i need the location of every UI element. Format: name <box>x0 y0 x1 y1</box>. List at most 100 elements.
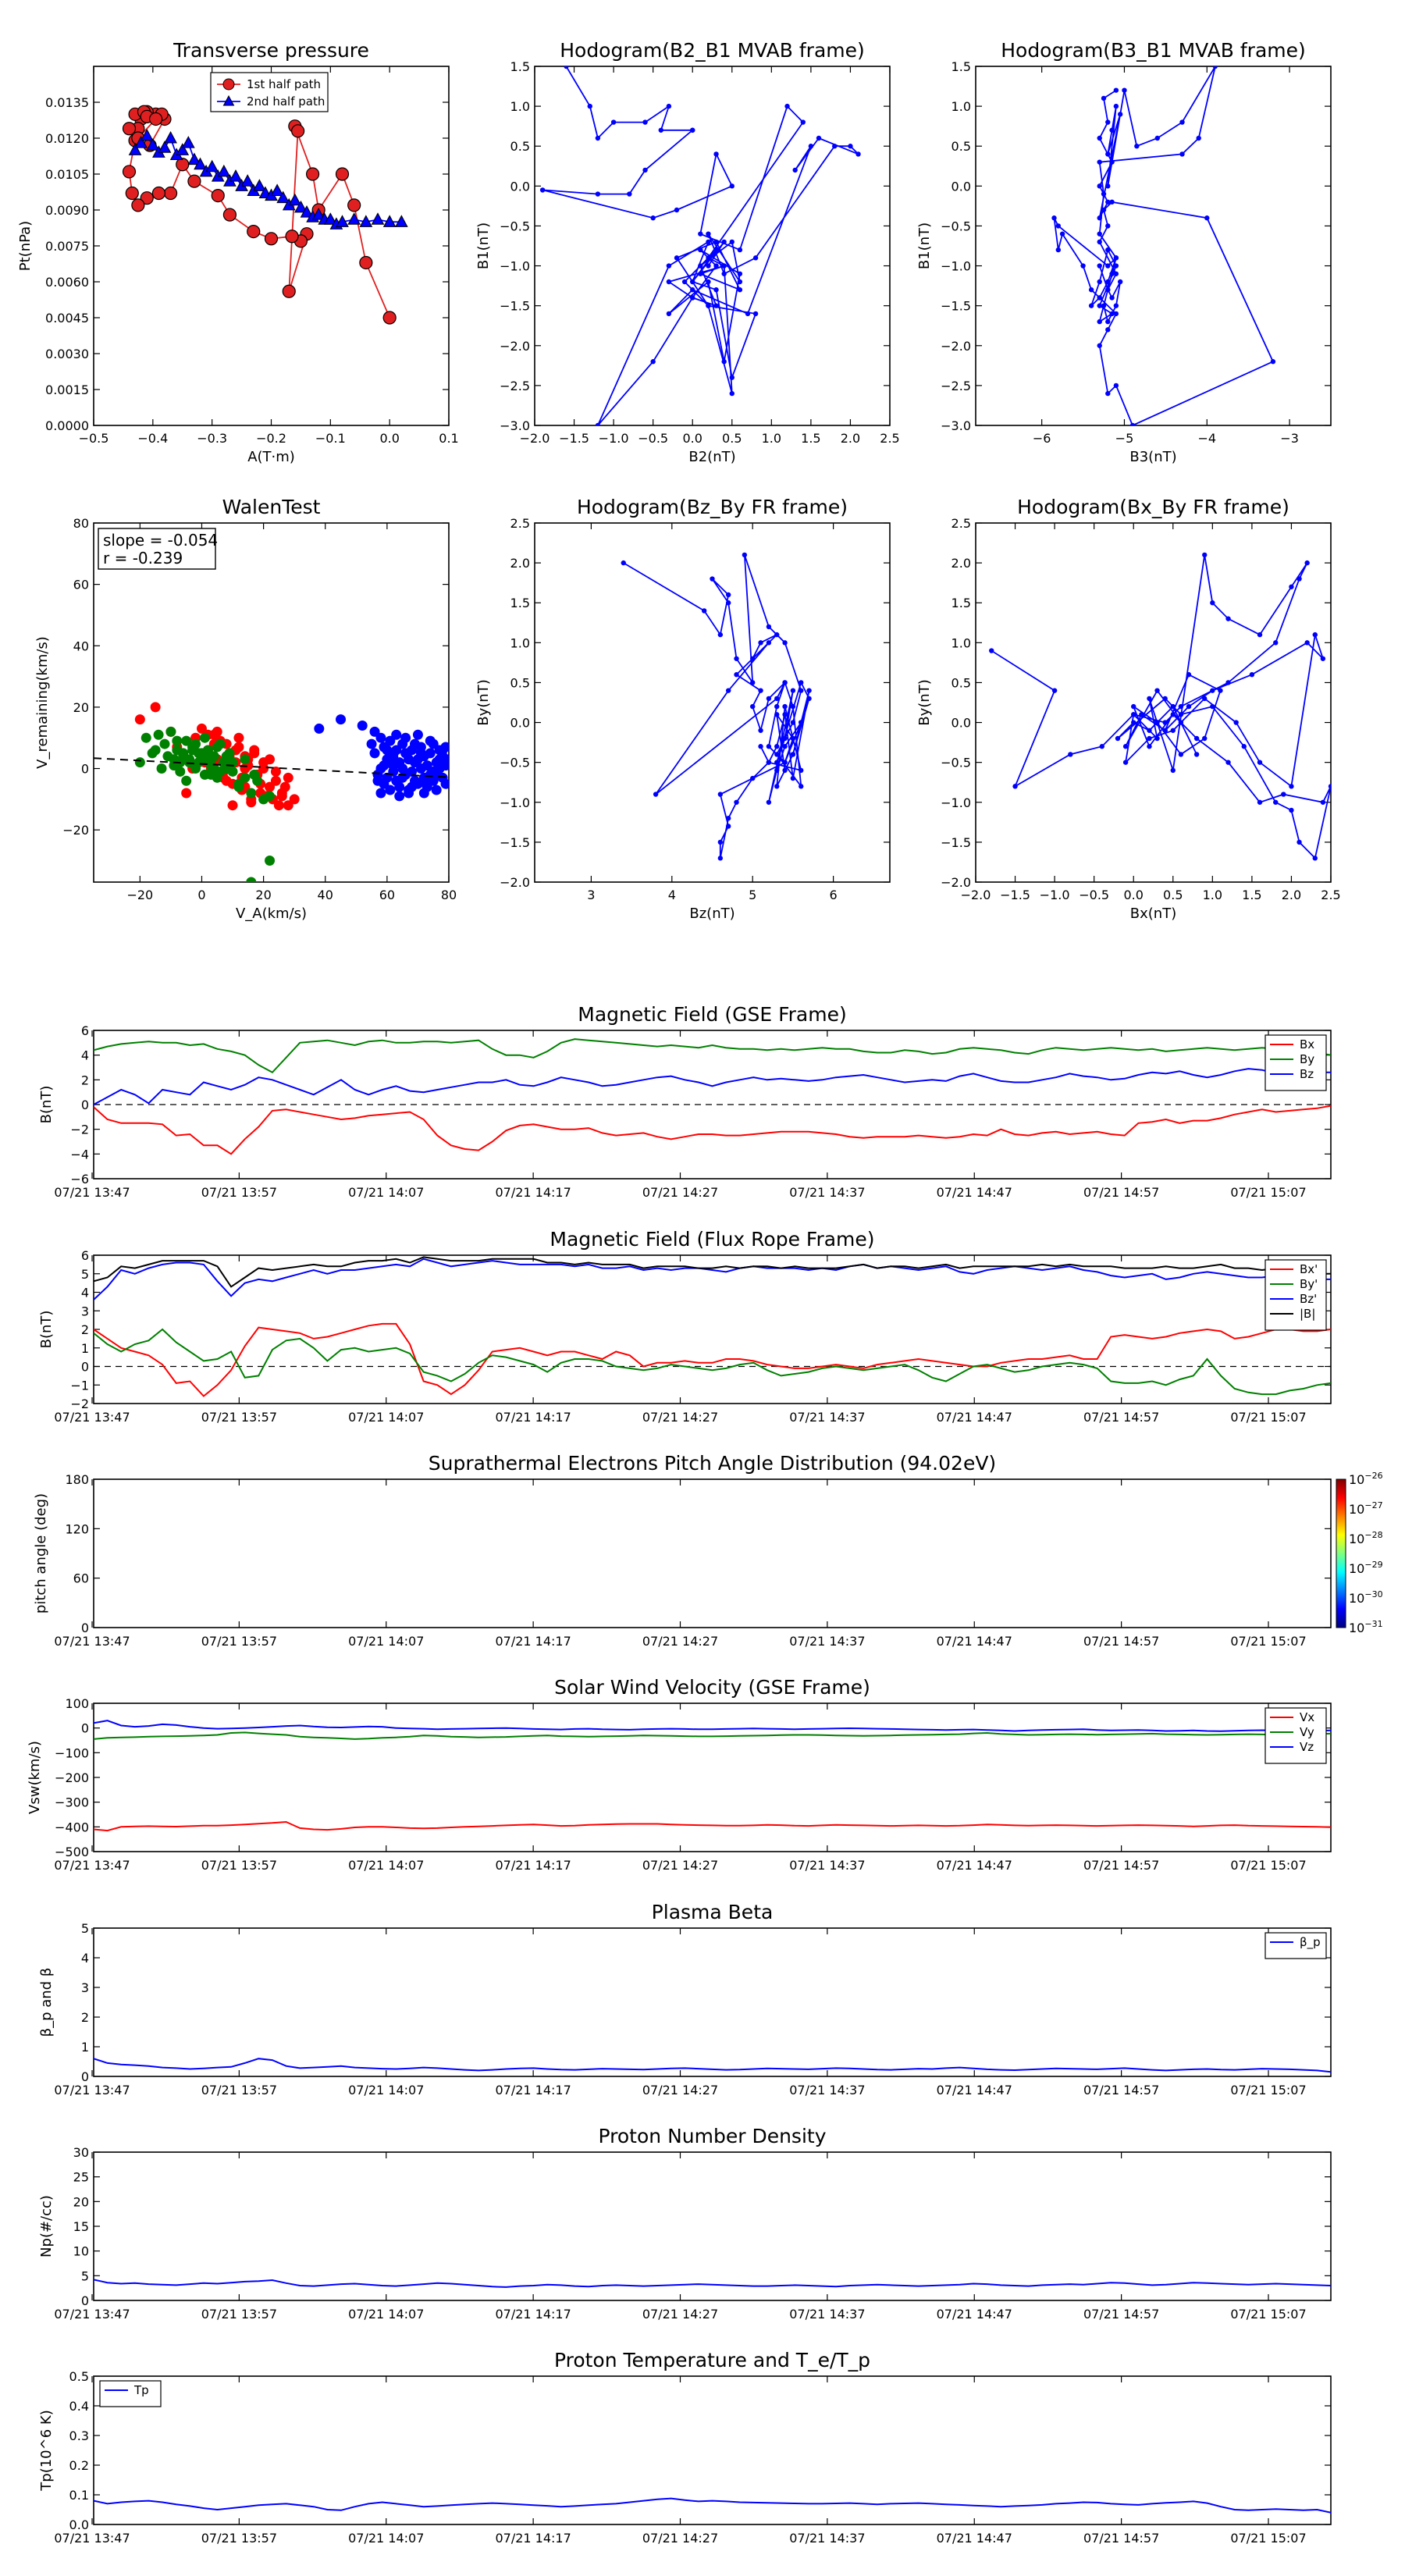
data-point <box>1113 263 1119 269</box>
plot-area <box>94 702 449 882</box>
scatter-point <box>178 748 189 759</box>
x-axis-label: A(T·m) <box>247 449 295 465</box>
scatter-point <box>258 757 269 768</box>
y-tick-label: −20 <box>62 823 89 838</box>
data-point <box>1113 255 1119 261</box>
time-tick-label: 07/21 13:57 <box>201 2307 277 2322</box>
data-point <box>211 189 225 203</box>
scatter-point <box>283 800 293 811</box>
data-point <box>122 165 137 179</box>
data-point <box>1328 784 1331 789</box>
scatter-point <box>366 738 377 749</box>
scatter-point <box>279 781 290 792</box>
panel-hodo_bx_by: Hodogram(Bx_By FR frame) −2.0 −1.5 −1.0 −0.5… <box>916 496 1341 922</box>
time-tick-label: 07/21 14:47 <box>937 1858 1012 1873</box>
y-tick-label: 0.5 <box>69 2369 89 2384</box>
scatter-point <box>440 778 449 789</box>
data-point <box>734 672 739 678</box>
data-point <box>1105 151 1111 157</box>
y-tick-label: 1.0 <box>951 99 971 114</box>
y-tick-label: 3 <box>81 1980 89 1995</box>
data-point <box>1281 792 1286 797</box>
y-tick-label: 2 <box>81 1073 89 1087</box>
scatter-point <box>150 745 161 756</box>
scatter-point <box>212 742 222 753</box>
scatter-point <box>240 772 251 783</box>
colorbar-tick-base: 10 <box>1349 1502 1364 1517</box>
time-tick-label: 07/21 14:57 <box>1083 1410 1159 1425</box>
scatter-point <box>265 791 276 802</box>
data-point <box>1212 66 1218 69</box>
y-tick-label: −3.0 <box>941 418 971 433</box>
annotation-frame <box>98 528 216 570</box>
series-line <box>542 66 859 425</box>
data-point <box>621 560 626 566</box>
plot-area <box>621 552 812 861</box>
x-tick-label: 1.0 <box>1203 888 1222 902</box>
time-tick-label: 07/21 14:57 <box>1083 1858 1159 1873</box>
data-point <box>713 303 719 308</box>
data-point <box>729 183 735 189</box>
time-tick-label: 07/21 13:47 <box>54 1634 130 1649</box>
data-point <box>222 208 237 222</box>
data-point <box>752 311 759 317</box>
data-point <box>229 169 243 182</box>
y-tick-label: 0.0060 <box>45 275 89 290</box>
data-point <box>758 728 763 733</box>
y-tick-label: 3 <box>81 1304 89 1318</box>
data-point <box>205 159 219 173</box>
data-point <box>1257 632 1263 638</box>
data-point <box>187 152 201 165</box>
legend-label: By <box>1300 1052 1314 1066</box>
data-point <box>1105 183 1111 189</box>
y-tick-label: −1.0 <box>500 259 530 274</box>
x-tick-label: 0 <box>197 888 205 902</box>
data-point <box>713 239 719 245</box>
time-tick-label: 07/21 13:47 <box>54 2083 130 2097</box>
x-tick-label: −20 <box>126 888 153 902</box>
data-point <box>347 198 361 212</box>
time-tick-label: 07/21 14:17 <box>495 1634 571 1649</box>
data-point <box>1117 112 1123 117</box>
data-point <box>382 311 397 325</box>
x-tick-label: −2.0 <box>961 888 991 902</box>
panel-proton_density: Proton Number Density 0 5 10 15 20 25 30 Np(#/cc… <box>38 2125 1332 2322</box>
data-point <box>1162 728 1168 733</box>
panel-title: Plasma Beta <box>652 1901 774 1923</box>
data-point <box>1131 703 1136 710</box>
y-tick-label: 0.0075 <box>45 239 89 254</box>
y-tick-label: 20 <box>73 2194 89 2209</box>
y-tick-label: 4 <box>81 1951 89 1966</box>
scatter-point <box>385 785 396 795</box>
data-point <box>140 191 154 205</box>
data-point <box>336 215 349 227</box>
data-point <box>1113 303 1119 308</box>
data-point <box>1105 390 1111 397</box>
scatter-point <box>227 800 238 811</box>
data-point <box>721 359 727 365</box>
data-point <box>146 138 160 151</box>
data-point <box>1304 640 1310 646</box>
x-tick-label: 40 <box>318 888 333 902</box>
y-tick-label: 0.0 <box>951 179 971 194</box>
time-tick-label: 07/21 14:37 <box>789 1634 865 1649</box>
plot-frame <box>93 2151 1332 2301</box>
x-tick-label: 4 <box>668 888 676 902</box>
plot-frame <box>93 2375 1332 2525</box>
x-tick-label: 0.5 <box>722 431 742 446</box>
time-tick-label: 07/21 14:17 <box>495 2083 571 2097</box>
data-point <box>782 767 788 774</box>
time-tick-label: 07/21 14:47 <box>937 2083 1012 2097</box>
time-tick-label: 07/21 14:27 <box>642 2083 718 2097</box>
scatter-point <box>428 766 439 777</box>
time-tick-label: 07/21 13:57 <box>201 2083 277 2097</box>
y-tick-label: 1.5 <box>510 59 530 74</box>
data-point <box>627 191 632 197</box>
data-point <box>140 128 154 141</box>
y-tick-label: 0.0 <box>510 179 530 194</box>
y-tick-label: −200 <box>55 1770 89 1785</box>
time-tick-label: 07/21 15:07 <box>1230 1410 1306 1425</box>
colorbar-tick-base: 10 <box>1349 1472 1364 1487</box>
x-tick-label: −0.1 <box>315 431 346 446</box>
data-point <box>1225 680 1231 685</box>
